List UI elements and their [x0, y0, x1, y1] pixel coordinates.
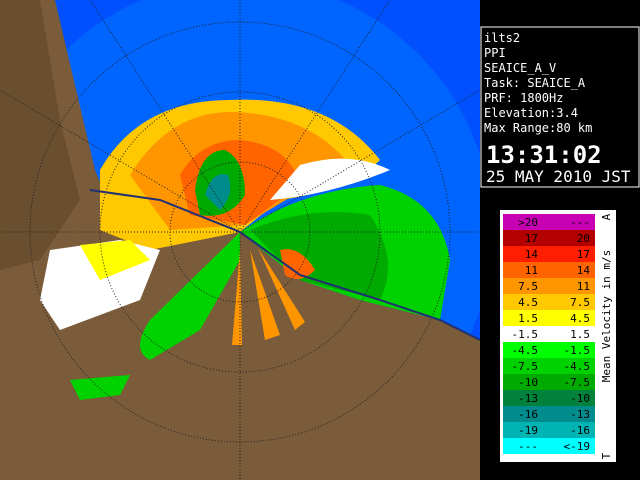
- legend-lower: 1.5: [570, 328, 590, 341]
- legend-upper: -10: [518, 376, 538, 389]
- legend-swatch: [503, 422, 595, 438]
- info-line: Task: SEAICE_A: [484, 76, 586, 90]
- range-rings: [0, 0, 480, 480]
- land-west: [0, 0, 80, 270]
- legend-upper: -1.5: [512, 328, 539, 341]
- legend-lower: -4.5: [564, 360, 591, 373]
- legend-upper: 14: [525, 248, 539, 261]
- legend-swatch: [503, 246, 595, 262]
- legend-swatch: [503, 358, 595, 374]
- info-line: Elevation:3.4: [484, 106, 578, 120]
- legend-swatch: [503, 438, 595, 454]
- legend-lower: <-19: [564, 440, 591, 453]
- legend-lower: 20: [577, 232, 590, 245]
- legend-upper: -13: [518, 392, 538, 405]
- info-line: SEAICE_A_V: [484, 61, 556, 75]
- legend-upper: -4.5: [512, 344, 539, 357]
- legend-rows: >20 --- 17 20 14 17 11 14 7.5 11 4.5 7.5 1.5 4.5 -1.5 1…: [503, 214, 595, 454]
- legend-lower: 4.5: [570, 312, 590, 325]
- legend-upper: -7.5: [512, 360, 539, 373]
- radar-view: [0, 0, 480, 480]
- legend-title: Mean Velocity in m/s: [600, 250, 613, 382]
- legend-swatch: [503, 278, 595, 294]
- legend-upper: -16: [518, 408, 538, 421]
- legend-swatch: [503, 230, 595, 246]
- info-line: ilts2: [484, 31, 520, 45]
- legend-upper: 1.5: [518, 312, 538, 325]
- info-line: PRF: 1800Hz: [484, 91, 563, 105]
- info-panel: [480, 26, 640, 188]
- legend-swatch: [503, 342, 595, 358]
- legend-swatch: [503, 374, 595, 390]
- legend-upper: 17: [525, 232, 538, 245]
- legend-bottom-mark: T: [600, 452, 613, 459]
- legend-lower: 14: [577, 264, 591, 277]
- legend-swatch: [503, 406, 595, 422]
- info-line: Max Range:80 km: [484, 121, 592, 135]
- legend-upper: 4.5: [518, 296, 538, 309]
- legend-swatch: [503, 214, 595, 230]
- legend-top-mark: A: [600, 213, 613, 220]
- legend-upper: 7.5: [518, 280, 538, 293]
- legend-lower: 7.5: [570, 296, 590, 309]
- legend-upper: >20: [518, 216, 538, 229]
- legend-lower: 17: [577, 248, 590, 261]
- legend-lower: -16: [570, 424, 590, 437]
- echoes: [40, 99, 450, 400]
- coastline: [89, 189, 480, 341]
- legend-swatch: [503, 294, 595, 310]
- legend-lower: -13: [570, 408, 590, 421]
- date: 25 MAY 2010 JST: [486, 167, 631, 186]
- legend-upper: ---: [518, 440, 538, 453]
- legend-swatch: [503, 390, 595, 406]
- legend-lower: ---: [570, 216, 590, 229]
- legend-lower: -10: [570, 392, 590, 405]
- legend-swatch: [503, 310, 595, 326]
- legend-upper: 11: [525, 264, 538, 277]
- legend-swatch: [503, 326, 595, 342]
- legend-upper: -19: [518, 424, 538, 437]
- legend-lower: -1.5: [564, 344, 591, 357]
- legend-lower: 11: [577, 280, 590, 293]
- legend-swatch: [503, 262, 595, 278]
- info-line: PPI: [484, 46, 506, 60]
- time: 13:31:02: [486, 141, 602, 169]
- legend-lower: -7.5: [564, 376, 591, 389]
